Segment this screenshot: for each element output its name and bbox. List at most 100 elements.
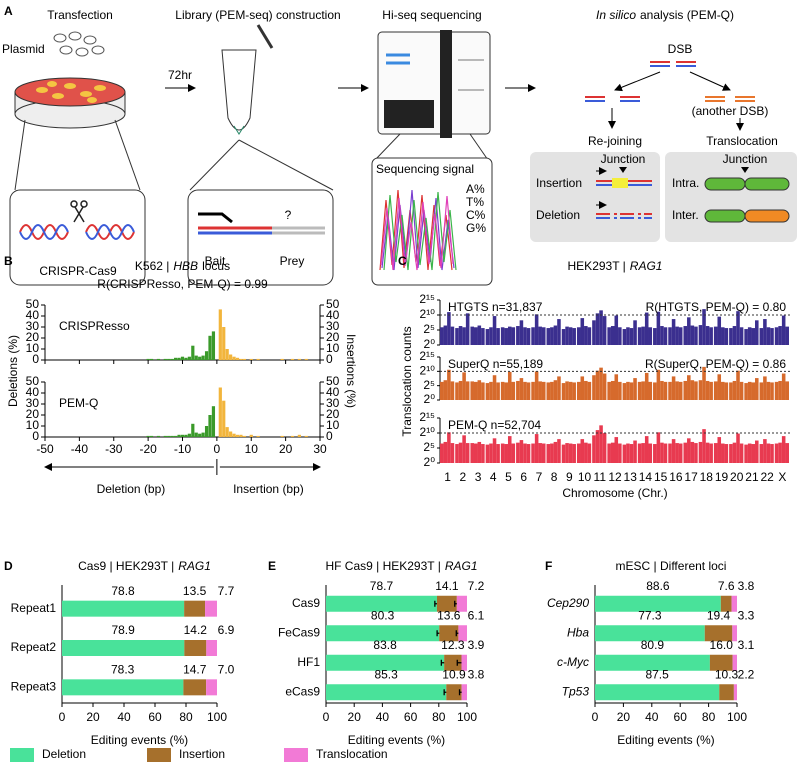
bar xyxy=(759,444,764,463)
bar xyxy=(660,380,664,400)
bar xyxy=(492,316,497,345)
bar-segment xyxy=(595,595,721,612)
x-tick-label: 100 xyxy=(207,710,227,724)
bar xyxy=(724,382,729,400)
bar-segment xyxy=(732,654,737,671)
y2-tick-label: 40 xyxy=(326,308,340,322)
bar xyxy=(561,383,566,400)
y-tick-label: 20 xyxy=(26,330,40,344)
bar xyxy=(678,381,683,400)
signal-label: Sequencing signal xyxy=(376,162,474,176)
bar xyxy=(229,431,233,437)
y2-axis-label: Insertions (%) xyxy=(344,334,358,408)
bar xyxy=(546,382,551,400)
base-label: A% xyxy=(466,182,485,196)
x-tick-label: 40 xyxy=(117,710,131,724)
y-tick-label: 2⁵ xyxy=(423,378,435,392)
bar-segment xyxy=(184,600,206,617)
bar xyxy=(239,434,243,437)
time-label: 72hr xyxy=(168,68,192,82)
bar xyxy=(572,444,576,463)
bar xyxy=(576,327,581,345)
cas9-label: CRISPR-Cas9 xyxy=(39,264,117,278)
x-tick-label: X xyxy=(778,470,786,484)
category-label: c-Myc xyxy=(557,655,589,669)
bar xyxy=(614,315,619,345)
y-tick-label: 2¹⁵ xyxy=(419,292,435,306)
bar xyxy=(724,444,729,463)
bar xyxy=(610,326,615,345)
bar xyxy=(229,354,233,360)
bar xyxy=(744,329,748,345)
bar xyxy=(534,434,539,463)
bar xyxy=(516,380,520,400)
bar xyxy=(698,325,703,345)
bar-segment xyxy=(436,595,457,612)
bar xyxy=(629,444,634,463)
bar xyxy=(242,358,246,360)
y-tick-label: 0 xyxy=(32,352,39,366)
x-tick-label: 0 xyxy=(323,710,330,724)
bar xyxy=(455,328,459,345)
bar xyxy=(149,435,154,437)
x-tick-label: 40 xyxy=(376,710,390,724)
bar-segment xyxy=(461,684,467,701)
bar xyxy=(194,432,198,437)
bar xyxy=(557,439,561,463)
bar xyxy=(739,443,744,463)
bar xyxy=(249,434,253,437)
bar xyxy=(561,444,566,463)
bar xyxy=(736,370,740,400)
step-title: In silico analysis (PEM-Q) xyxy=(596,8,734,22)
value-label: 14.2 xyxy=(184,623,208,637)
bar xyxy=(747,381,752,400)
bar xyxy=(481,328,485,345)
bar xyxy=(180,356,185,360)
y-tick-label: 30 xyxy=(26,396,40,410)
bar xyxy=(538,326,542,345)
bar xyxy=(744,383,748,400)
bar-segment xyxy=(62,600,185,617)
bar xyxy=(191,345,195,360)
bar-segment xyxy=(733,684,737,701)
bar xyxy=(721,327,725,345)
step-title: Hi-seq sequencing xyxy=(382,8,481,22)
bar xyxy=(587,327,592,345)
bar xyxy=(644,436,649,463)
bar xyxy=(146,358,150,360)
y-tick-label: 2⁰ xyxy=(424,455,436,469)
bar xyxy=(290,358,295,360)
bar xyxy=(538,443,542,463)
bar-segment xyxy=(206,679,217,696)
x-axis-label: Editing events (%) xyxy=(91,733,188,747)
bar xyxy=(629,328,634,345)
bar xyxy=(683,442,688,463)
panel-label: E xyxy=(268,559,276,573)
y2-tick-label: 10 xyxy=(326,341,340,355)
bar xyxy=(694,443,698,463)
bar xyxy=(447,432,451,463)
bar xyxy=(187,356,191,360)
bar xyxy=(705,326,710,345)
bar xyxy=(644,312,649,345)
bar xyxy=(481,382,485,400)
x-tick-label: 80 xyxy=(432,710,446,724)
bar xyxy=(297,434,301,437)
bar xyxy=(675,381,679,400)
title-part: mESC | Different loci xyxy=(616,559,727,573)
x-tick-label: 9 xyxy=(566,470,573,484)
bar xyxy=(465,313,470,345)
bar xyxy=(610,380,615,400)
bar xyxy=(671,319,676,345)
value-label: 78.8 xyxy=(111,584,135,598)
bar xyxy=(694,326,698,345)
bar-segment xyxy=(456,595,467,612)
title-part: RAG1 xyxy=(630,259,663,273)
bar xyxy=(531,443,535,463)
bar xyxy=(198,433,202,437)
x-axis-label: Chromosome (Chr.) xyxy=(562,486,667,500)
bar xyxy=(607,443,611,463)
bar xyxy=(447,312,451,345)
y-tick-label: 20 xyxy=(26,407,40,421)
bar xyxy=(637,381,642,400)
